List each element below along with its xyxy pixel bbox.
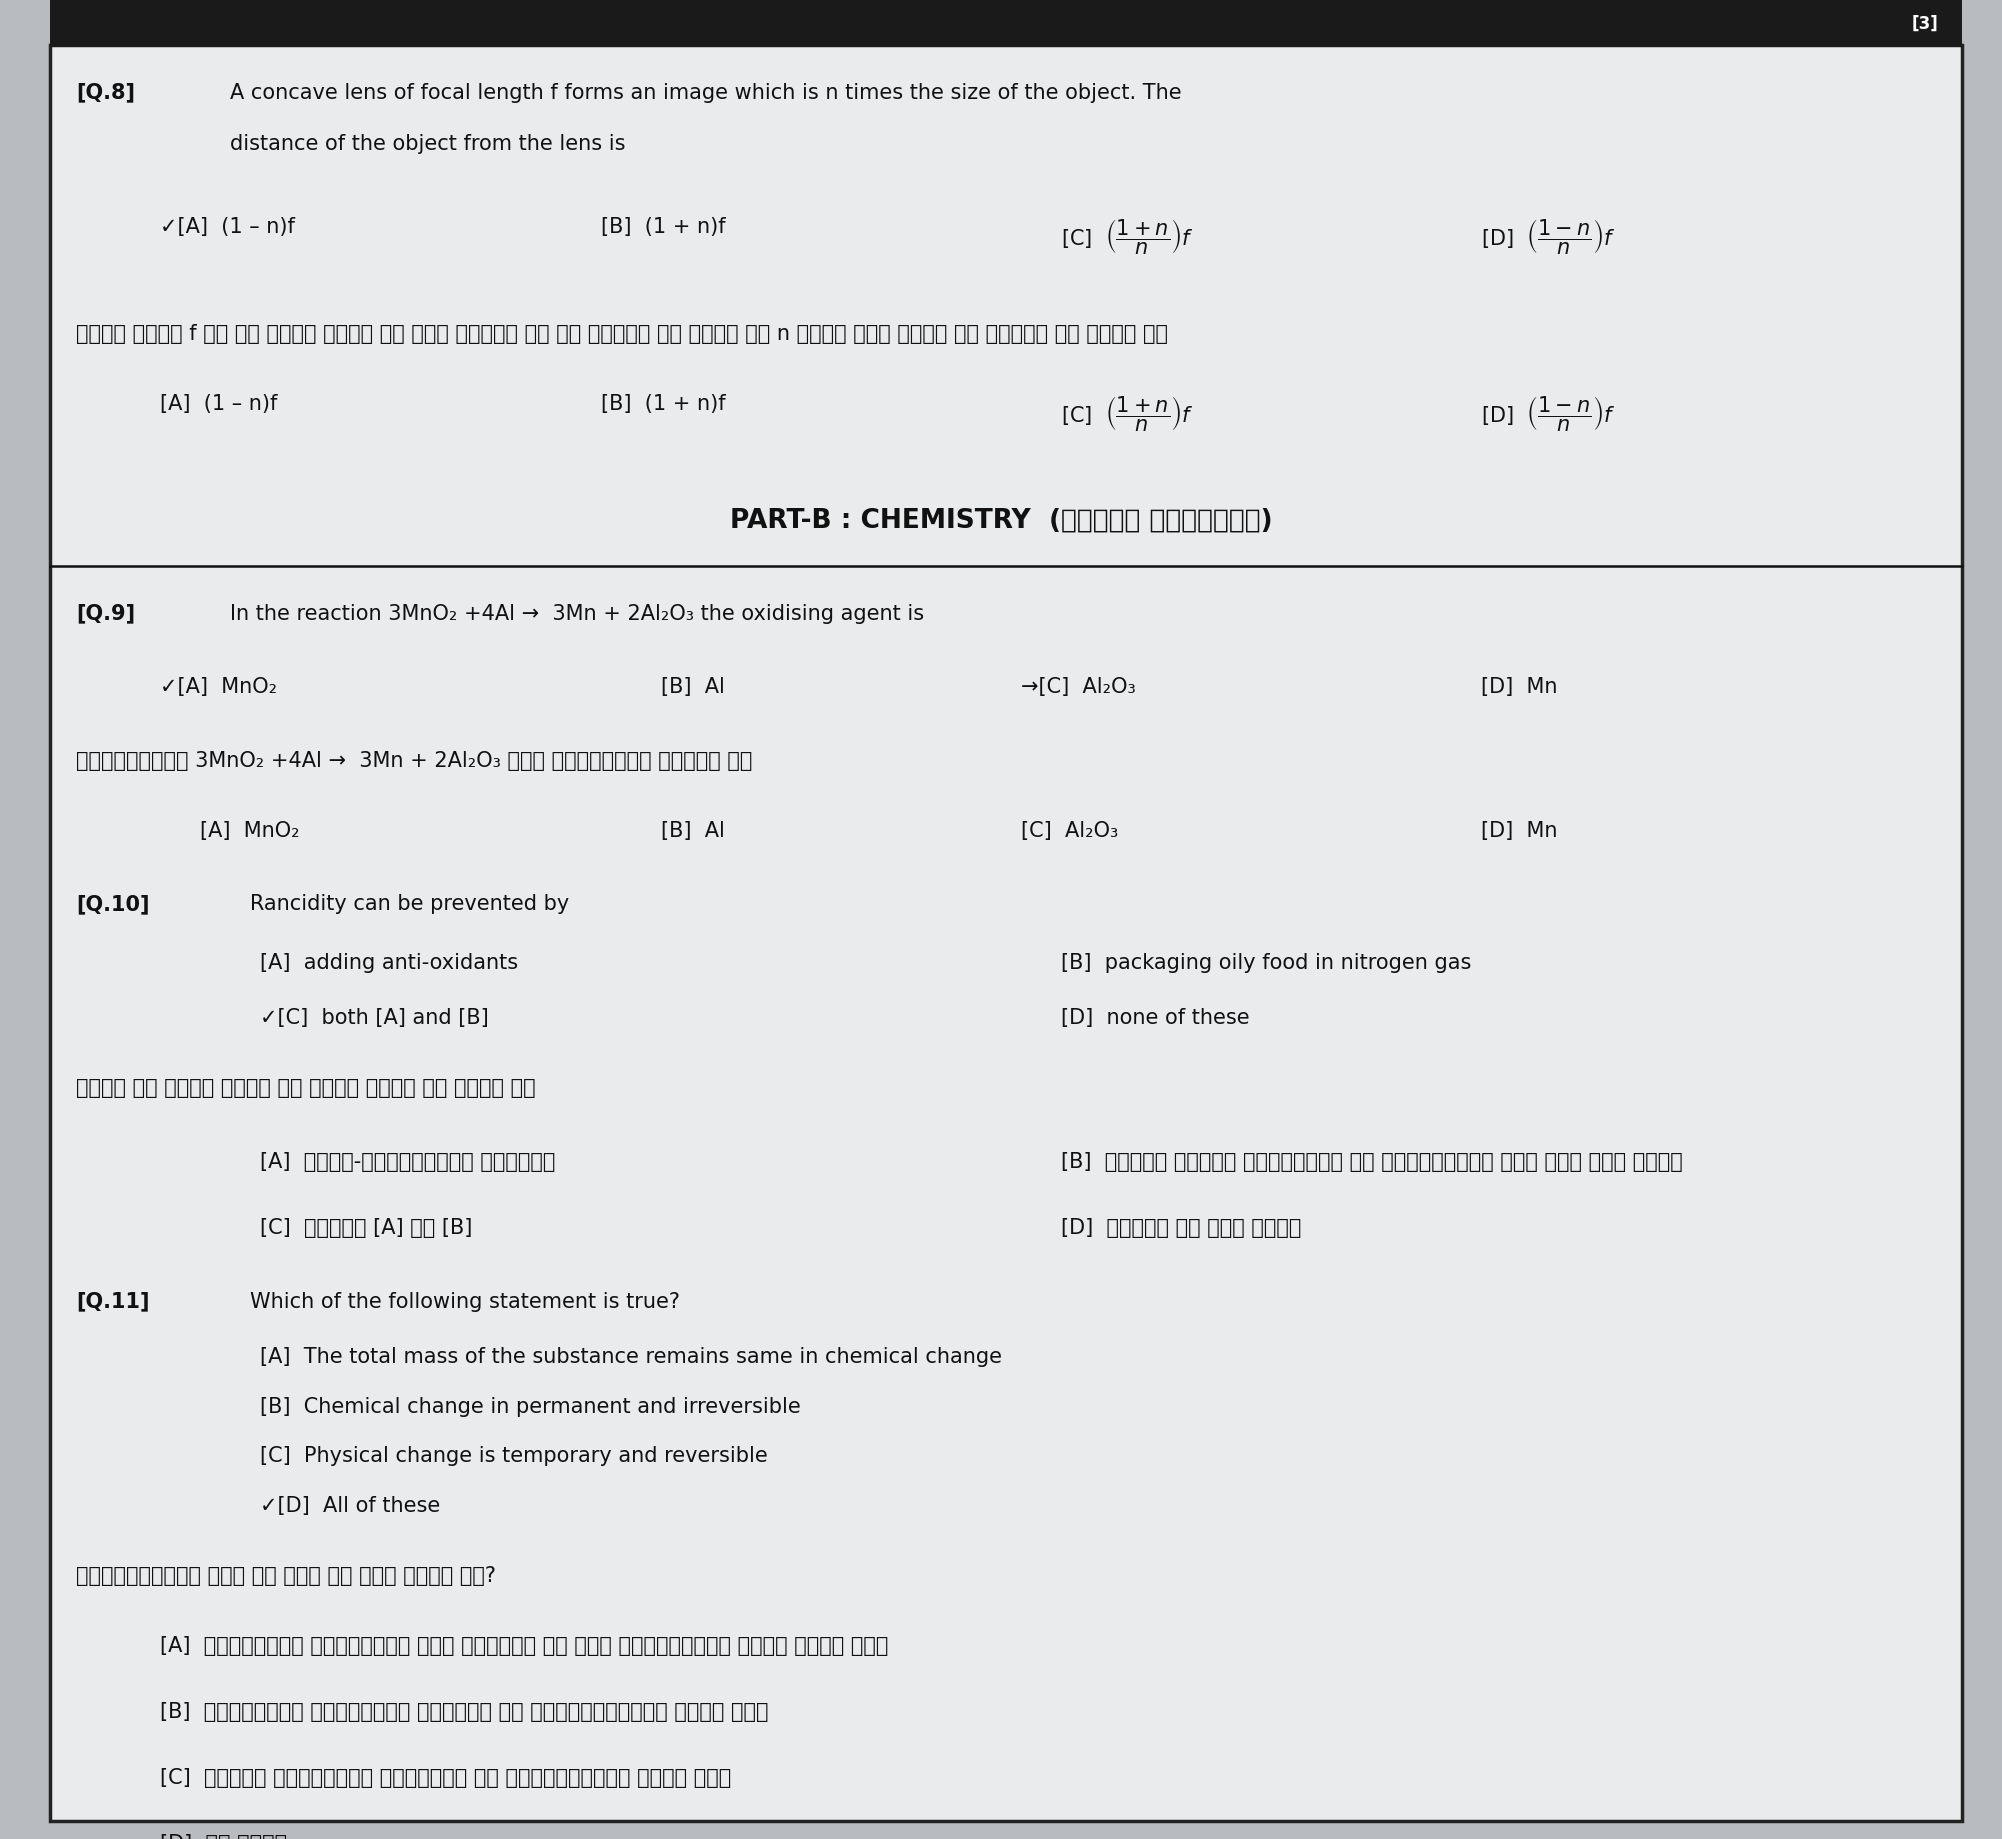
Text: →[C]  Al₂O₃: →[C] Al₂O₃ (1021, 677, 1135, 697)
Text: ✓[A]  MnO₂: ✓[A] MnO₂ (160, 677, 278, 697)
Text: [A]  adding anti-oxidants: [A] adding anti-oxidants (260, 953, 519, 973)
Text: ✓[C]  both [A] and [B]: ✓[C] both [A] and [B] (260, 1008, 488, 1028)
Text: Which of the following statement is true?: Which of the following statement is true… (250, 1291, 681, 1311)
Text: [C]  Al₂O₃: [C] Al₂O₃ (1021, 820, 1119, 840)
Text: [D]  none of these: [D] none of these (1061, 1008, 1249, 1028)
Text: [C]  दोनों [A] और [B]: [C] दोनों [A] और [B] (260, 1217, 472, 1238)
Text: [Q.9]: [Q.9] (76, 603, 136, 623)
Text: [B]  Chemical change in permanent and irreversible: [B] Chemical change in permanent and irr… (260, 1396, 801, 1416)
Text: [3]: [3] (1912, 15, 1938, 33)
Text: [Q.8]: [Q.8] (76, 83, 134, 103)
Text: A concave lens of focal length f forms an image which is n times the size of the: A concave lens of focal length f forms a… (230, 83, 1181, 103)
Text: [C]  भौतिक परिवर्तन अस्थायी और प्रतिवर्ती होता है।: [C] भौतिक परिवर्तन अस्थायी और प्रतिवर्ती… (160, 1767, 731, 1788)
Text: [D]  $\left(\dfrac{1-n}{n}\right)f$: [D] $\left(\dfrac{1-n}{n}\right)f$ (1481, 394, 1616, 432)
Text: In the reaction 3MnO₂ +4Al →  3Mn + 2Al₂O₃ the oxidising agent is: In the reaction 3MnO₂ +4Al → 3Mn + 2Al₂O… (230, 603, 925, 623)
Text: [B]  (1 + n)f: [B] (1 + n)f (601, 217, 725, 237)
Text: [B]  Al: [B] Al (661, 820, 725, 840)
Text: निम्नलिखित में से कौन सा कथन सत्य है?: निम्नलिखित में से कौन सा कथन सत्य है? (76, 1565, 496, 1585)
Text: [C]  $\left(\dfrac{1+n}{n}\right)f$: [C] $\left(\dfrac{1+n}{n}\right)f$ (1061, 217, 1193, 256)
Text: [A]  रासायनिक परिवर्तन में पदार्थ का कुल द्रव्यमान समान रहता है।: [A] रासायनिक परिवर्तन में पदार्थ का कुल … (160, 1635, 889, 1655)
Text: [D]  Mn: [D] Mn (1481, 677, 1558, 697)
Text: खाने को खराब होने से बचाव किया जा सकता है: खाने को खराब होने से बचाव किया जा सकता ह… (76, 1078, 537, 1098)
Text: ✓[D]  All of these: ✓[D] All of these (260, 1495, 440, 1515)
Text: [B]  (1 + n)f: [B] (1 + n)f (601, 394, 725, 414)
Text: [B]  तैलीय खाद्य पदार्थों को नाइट्रोजन गैस में पैक करके: [B] तैलीय खाद्य पदार्थों को नाइट्रोजन गै… (1061, 1151, 1684, 1171)
Text: [A]  The total mass of the substance remains same in chemical change: [A] The total mass of the substance rema… (260, 1346, 1003, 1366)
Text: [A]  (1 – n)f: [A] (1 – n)f (160, 394, 278, 414)
Text: [Q.10]: [Q.10] (76, 894, 150, 914)
Text: distance of the object from the lens is: distance of the object from the lens is (230, 134, 627, 154)
Text: [A]  MnO₂: [A] MnO₂ (200, 820, 300, 840)
Text: [B]  Al: [B] Al (661, 677, 725, 697)
Text: [D]  Mn: [D] Mn (1481, 820, 1558, 840)
Text: [D]  इनमें से कोई नहीं: [D] इनमें से कोई नहीं (1061, 1217, 1301, 1238)
Text: [D]  ये सभी।: [D] ये सभी। (160, 1833, 286, 1839)
Text: [D]  $\left(\dfrac{1-n}{n}\right)f$: [D] $\left(\dfrac{1-n}{n}\right)f$ (1481, 217, 1616, 256)
Text: अभिक्रिया 3MnO₂ +4Al →  3Mn + 2Al₂O₃ में ऑक्सीकरण एजेंट है: अभिक्रिया 3MnO₂ +4Al → 3Mn + 2Al₂O₃ में … (76, 750, 753, 771)
Text: [C]  $\left(\dfrac{1+n}{n}\right)f$: [C] $\left(\dfrac{1+n}{n}\right)f$ (1061, 394, 1193, 432)
Text: ✓[A]  (1 – n)f: ✓[A] (1 – n)f (160, 217, 294, 237)
Text: [Q.11]: [Q.11] (76, 1291, 150, 1311)
Text: फोकस दूरी f का एक अवतल लेंस एक छवि बनाता है जो वस्तु के आकार का n गुना है। लेंस : फोकस दूरी f का एक अवतल लेंस एक छवि बनाता… (76, 324, 1167, 344)
Bar (50, 0, 1962, 48)
Text: [B]  packaging oily food in nitrogen gas: [B] packaging oily food in nitrogen gas (1061, 953, 1471, 973)
Text: [A]  एंटी-ऑक्सीडेंट मिलाकर: [A] एंटी-ऑक्सीडेंट मिलाकर (260, 1151, 557, 1171)
Text: PART-B : CHEMISTRY  (रसायन शास्त्र): PART-B : CHEMISTRY (रसायन शास्त्र) (729, 508, 1273, 533)
Text: [C]  Physical change is temporary and reversible: [C] Physical change is temporary and rev… (260, 1445, 769, 1466)
Text: [B]  रासायनिक परिवर्तन स्थायी और अपरिवर्तनीय होता है।: [B] रासायनिक परिवर्तन स्थायी और अपरिवर्त… (160, 1701, 769, 1721)
Text: Rancidity can be prevented by: Rancidity can be prevented by (250, 894, 569, 914)
